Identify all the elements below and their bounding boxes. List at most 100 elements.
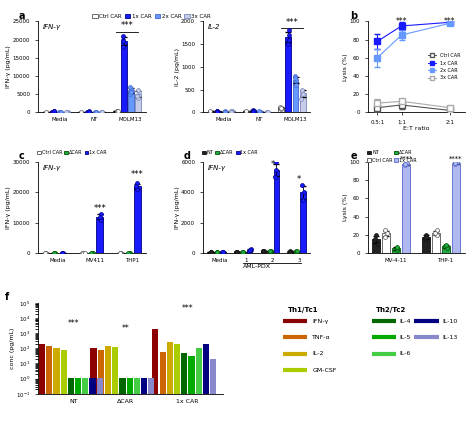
Point: [134, 180, 141, 187]
Point: [219, 249, 227, 256]
Bar: [112, 347, 118, 394]
Point: [382, 227, 389, 234]
Point: [63, 108, 70, 115]
Point: [285, 27, 293, 34]
Text: ***: ***: [93, 204, 106, 213]
Point: [50, 108, 57, 115]
Point: [213, 107, 220, 114]
Point: [59, 250, 67, 256]
Point: [213, 249, 220, 256]
Bar: [452, 163, 460, 253]
Point: [263, 108, 271, 115]
Point: [97, 210, 104, 217]
Text: IL-6: IL-6: [400, 351, 411, 356]
Point: [221, 107, 229, 114]
Legend: Ctrl CAR, ΔCAR, 1x CAR: Ctrl CAR, ΔCAR, 1x CAR: [35, 148, 109, 157]
Bar: [196, 348, 202, 394]
Legend: NT, ΔCAR, 1x CAR: NT, ΔCAR, 1x CAR: [200, 148, 260, 157]
Point: [381, 233, 389, 240]
Point: [98, 109, 105, 116]
Point: [92, 108, 100, 115]
Bar: [90, 378, 96, 394]
Point: [267, 248, 274, 255]
Text: IL-4: IL-4: [400, 318, 411, 324]
Point: [114, 108, 121, 115]
Bar: [134, 186, 141, 253]
Point: [239, 248, 246, 255]
Text: IL-10: IL-10: [442, 318, 457, 324]
Point: [451, 160, 459, 166]
Point: [64, 109, 71, 116]
Point: [213, 249, 221, 256]
Bar: [119, 378, 126, 394]
Y-axis label: IFN-γ (pg/mL): IFN-γ (pg/mL): [6, 186, 11, 229]
Point: [79, 249, 86, 256]
Point: [277, 104, 284, 111]
Text: ***: ***: [182, 304, 193, 313]
Point: [213, 249, 221, 256]
Point: [219, 249, 227, 256]
Text: ***: ***: [286, 18, 298, 27]
Point: [207, 249, 215, 256]
Bar: [214, 252, 219, 253]
Point: [451, 160, 459, 167]
Point: [127, 89, 135, 96]
Point: [233, 248, 241, 255]
Point: [133, 183, 140, 190]
Point: [246, 247, 254, 253]
Point: [273, 159, 280, 166]
Point: [79, 250, 86, 256]
Text: d: d: [183, 151, 191, 161]
Point: [287, 248, 295, 255]
Bar: [82, 378, 89, 394]
Text: ***: ***: [121, 21, 134, 30]
Point: [113, 107, 121, 114]
Point: [393, 243, 401, 250]
Point: [63, 108, 71, 115]
Text: IL-13: IL-13: [442, 335, 457, 340]
Bar: [300, 93, 306, 112]
Point: [299, 196, 307, 203]
Point: [233, 248, 240, 255]
Text: ***: ***: [131, 170, 144, 179]
Point: [92, 109, 100, 116]
Point: [125, 249, 132, 256]
Point: [273, 166, 280, 173]
Point: [99, 108, 106, 115]
Bar: [243, 111, 249, 112]
Bar: [105, 346, 111, 394]
Point: [207, 249, 215, 256]
Point: [41, 250, 49, 256]
Bar: [120, 41, 127, 112]
Point: [444, 245, 451, 252]
Bar: [75, 378, 81, 394]
Bar: [114, 111, 119, 112]
Point: [292, 77, 300, 84]
Bar: [134, 378, 140, 394]
Point: [256, 108, 264, 115]
Bar: [54, 348, 60, 394]
Y-axis label: Lysis (%): Lysis (%): [343, 53, 348, 80]
Point: [92, 109, 100, 116]
Bar: [432, 233, 440, 253]
Y-axis label: IFN-γ (pg/mL): IFN-γ (pg/mL): [175, 186, 180, 229]
Bar: [203, 344, 209, 394]
Y-axis label: Lysis (%): Lysis (%): [343, 194, 348, 221]
Point: [119, 36, 127, 43]
Bar: [148, 378, 155, 394]
Point: [266, 248, 273, 255]
Bar: [392, 248, 401, 253]
Point: [239, 248, 246, 255]
Text: IL-2: IL-2: [208, 24, 221, 30]
Bar: [141, 378, 147, 394]
Point: [373, 232, 380, 238]
Bar: [167, 342, 173, 394]
Point: [56, 109, 64, 116]
Point: [259, 248, 267, 255]
Point: [57, 109, 65, 116]
Point: [432, 229, 439, 236]
Bar: [208, 252, 213, 253]
X-axis label: E:T ratio: E:T ratio: [403, 126, 429, 131]
Point: [404, 160, 411, 166]
Point: [134, 94, 141, 101]
